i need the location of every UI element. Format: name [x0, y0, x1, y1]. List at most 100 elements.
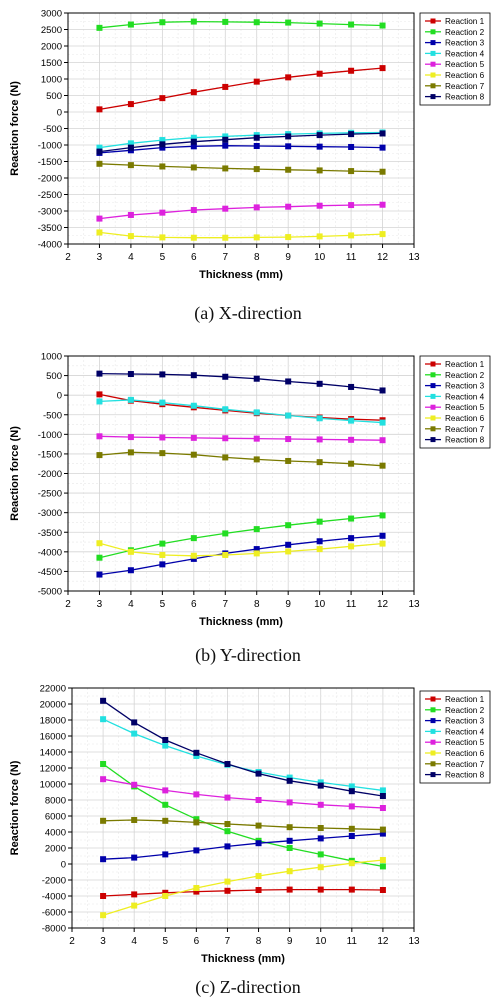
data-point	[253, 78, 260, 85]
data-point	[96, 215, 103, 222]
data-point	[379, 231, 386, 238]
data-point	[348, 860, 355, 867]
y-tick-label: -2000	[42, 876, 66, 887]
chart-y-direction: 2 3 4 5 6 7 8 9 10 11 12 13-5000-4500-4000-3500-300…	[9, 352, 491, 628]
series-line	[99, 535, 383, 576]
series-line	[103, 888, 383, 897]
data-point	[222, 136, 229, 143]
y-tick-label: -1000	[38, 141, 62, 152]
x-tick-label: 8	[256, 936, 262, 947]
y-tick-label: 6000	[45, 812, 66, 823]
y-tick-label: 2000	[45, 844, 66, 855]
legend-marker	[430, 707, 436, 713]
data-point	[253, 550, 260, 557]
legend-marker	[430, 750, 436, 756]
x-tick-label: 7	[222, 252, 228, 263]
chart-panel-z: 2 3 4 5 6 7 8 9 10 11 12 13 -8000 -6000 -4000 -2000 0 200…	[0, 679, 496, 1008]
data-point	[286, 799, 293, 806]
data-point	[348, 417, 355, 424]
x-tick-label: 2	[69, 936, 75, 947]
data-point	[379, 857, 386, 863]
data-point	[285, 378, 292, 385]
data-point	[100, 912, 107, 919]
data-point	[96, 391, 103, 398]
data-point	[131, 891, 138, 898]
y-tick-label: 0	[57, 108, 62, 119]
data-point	[159, 95, 166, 102]
data-point	[131, 854, 138, 861]
x-tick-label: 6	[194, 936, 200, 947]
data-point	[379, 793, 386, 799]
data-point	[286, 777, 293, 784]
y-tick-label: 12000	[40, 764, 66, 775]
legend-marker	[430, 404, 436, 410]
data-point	[100, 893, 107, 899]
legend-box	[419, 12, 491, 106]
data-point	[127, 101, 134, 108]
data-point	[285, 234, 292, 241]
data-point	[317, 886, 324, 893]
data-point	[253, 134, 260, 141]
legend-label: Reaction 8	[445, 771, 485, 780]
chart-caption: (a) X-direction	[194, 303, 302, 323]
data-point	[286, 774, 293, 781]
data-point	[96, 452, 103, 459]
data-point	[379, 201, 386, 208]
x-tick-label: 10	[314, 599, 326, 610]
data-point	[316, 233, 323, 240]
legend-marker	[430, 426, 436, 432]
data-point	[255, 822, 262, 829]
legend-label: Reaction 7	[445, 425, 485, 434]
data-point	[316, 380, 323, 387]
data-point	[96, 229, 103, 236]
data-point	[159, 209, 166, 216]
data-point	[253, 435, 260, 442]
data-point	[285, 436, 292, 443]
data-point	[253, 546, 260, 553]
series-line	[99, 451, 383, 467]
x-tick-label: 11	[346, 252, 357, 263]
data-point	[379, 540, 386, 547]
data-point	[159, 450, 166, 457]
y-tick-label: -2500	[38, 190, 62, 201]
data-point	[317, 825, 324, 831]
data-point	[190, 372, 197, 379]
data-point	[253, 456, 260, 463]
data-point	[316, 132, 323, 139]
data-point	[348, 67, 355, 74]
x-axis-label: Thickness (mm)	[199, 616, 283, 628]
x-tick-label: 10	[315, 936, 327, 947]
series-line	[99, 399, 383, 424]
data-point	[379, 65, 386, 72]
data-point	[159, 540, 166, 547]
chart-panel-y: 2 3 4 5 6 7 8 9 10 11 12 13 -5000 -4500 -4000 -3500 -300…	[0, 343, 496, 673]
data-point	[222, 142, 229, 149]
data-point	[379, 887, 386, 893]
data-point	[96, 398, 103, 405]
legend-marker	[430, 61, 436, 67]
x-tick-label: 13	[408, 252, 420, 263]
data-point	[348, 783, 355, 790]
data-point	[348, 825, 355, 832]
legend-marker	[430, 94, 436, 100]
data-point	[190, 143, 197, 150]
data-point	[162, 851, 169, 858]
data-point	[379, 532, 386, 539]
data-point	[317, 779, 324, 786]
legend-marker	[430, 761, 436, 767]
legend-label: Reaction 2	[445, 28, 485, 37]
data-point	[159, 399, 166, 406]
data-point	[348, 21, 355, 28]
data-point	[159, 141, 166, 148]
y-axis-label: Reaction force (N)	[9, 81, 21, 176]
data-point	[255, 840, 262, 847]
data-point	[159, 434, 166, 441]
x-tick-label: 10	[314, 252, 326, 263]
series-line	[99, 204, 383, 220]
data-point	[131, 902, 138, 909]
y-tick-label: -6000	[42, 908, 66, 919]
data-point	[379, 863, 386, 870]
data-point	[127, 567, 134, 574]
y-tick-label: 1500	[41, 58, 62, 69]
legend-marker	[430, 696, 436, 702]
